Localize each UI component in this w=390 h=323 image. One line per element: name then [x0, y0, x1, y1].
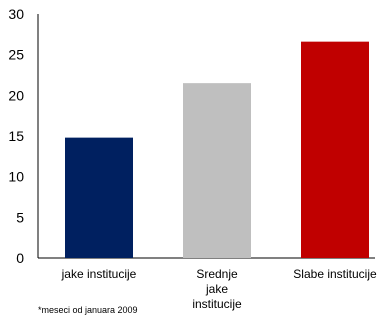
y-tick-label: 15 — [8, 128, 24, 144]
y-tick-label: 20 — [8, 87, 24, 103]
y-tick-label: 25 — [8, 47, 24, 63]
x-tick-label: Slabe institucije — [293, 267, 377, 281]
y-tick-label: 0 — [16, 250, 24, 266]
bar — [65, 137, 133, 258]
bar — [183, 83, 251, 258]
x-tick-label: jake institucije — [61, 267, 137, 281]
footnote: *meseci od januara 2009 — [38, 305, 138, 315]
y-tick-label: 30 — [8, 6, 24, 22]
bars — [65, 41, 369, 258]
y-tick-label: 10 — [8, 169, 24, 185]
bar — [301, 41, 369, 258]
y-tick-labels: 0 5 10 15 20 25 30 — [8, 6, 24, 266]
y-tick-label: 5 — [16, 209, 24, 225]
x-tick-label: Srednje jake institucije — [192, 267, 242, 311]
